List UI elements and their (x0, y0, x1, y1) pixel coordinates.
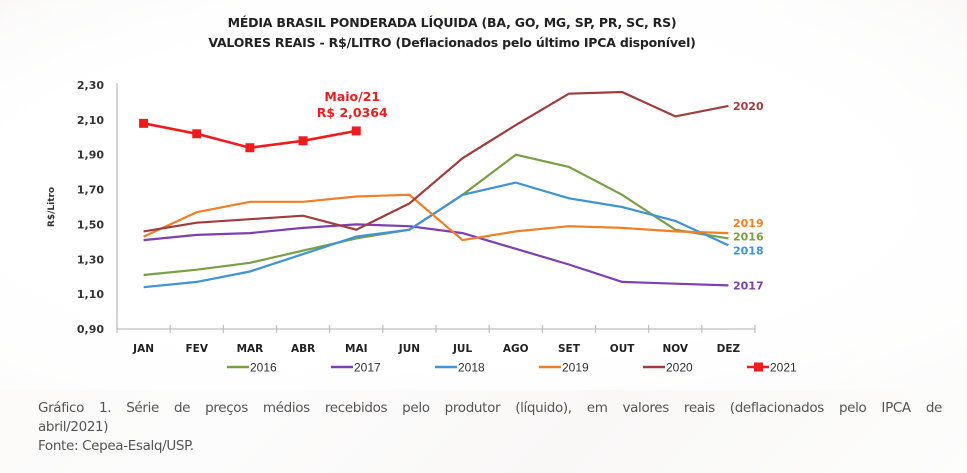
x-tick-label: JUN (398, 343, 420, 355)
legend-item-2021: 2021 (747, 361, 797, 375)
series-2021 (139, 118, 361, 153)
y-tick-label: 1,10 (77, 288, 104, 301)
y-tick-labels: 0,90 1,10 1,30 1,50 1,70 1,90 2,10 2,30 (77, 79, 104, 336)
legend-item-2019: 2019 (539, 361, 589, 375)
legend-item-2020: 2020 (643, 361, 693, 375)
series-line-2020 (143, 90, 729, 233)
axes (116, 83, 756, 333)
y-tick-label: 0,90 (77, 323, 104, 336)
series-2017 (143, 223, 729, 287)
data-point-2021 (351, 126, 361, 136)
x-tick-label: JUL (452, 343, 472, 355)
end-label-2019: 2019 (733, 217, 764, 230)
x-tick-label: NOV (662, 343, 688, 355)
legend-label-2016: 2016 (250, 361, 277, 375)
annotation-label-line1: Maio/21 (324, 89, 380, 104)
data-point-2021 (245, 143, 255, 153)
caption-source: Fonte: Cepea-Esalq/USP. (38, 438, 194, 454)
legend: 2016 2017 2018 2019 2020 2021 (227, 361, 797, 375)
legend-item-2018: 2018 (435, 361, 485, 375)
x-tick-label: ABR (291, 343, 315, 355)
x-tick-label: FEV (186, 343, 209, 355)
y-tick-label: 1,70 (77, 184, 104, 197)
chart-subtitle: VALORES REAIS - R$/LITRO (Deflacionados … (208, 35, 696, 50)
data-point-2021 (298, 136, 308, 146)
end-label-2017: 2017 (733, 279, 764, 292)
legend-marker-2021 (754, 362, 763, 372)
series-2018 (143, 181, 729, 289)
line-chart: 0,90 1,10 1,30 1,50 1,70 1,90 2,10 2,30 JAN FEV M… (47, 79, 797, 375)
y-axis-label: R$/Litro (47, 187, 57, 227)
legend-item-2017: 2017 (331, 361, 381, 375)
series-line-2018 (143, 181, 729, 289)
legend-label-2019: 2019 (562, 361, 589, 375)
x-tick-label: SET (558, 343, 581, 355)
figure-caption: Gráfico 1. Série de preços médios recebi… (38, 399, 942, 456)
series-lines (139, 90, 729, 289)
series-2016 (143, 153, 729, 277)
caption-line-2: abril/2021) (38, 419, 109, 435)
legend-label-2021: 2021 (770, 361, 797, 375)
end-label-2020: 2020 (733, 100, 764, 113)
y-tick-label: 1,50 (77, 218, 104, 231)
x-tick-label: OUT (610, 343, 635, 355)
y-tick-label: 1,90 (77, 149, 104, 162)
x-tick-label: JAN (132, 343, 154, 355)
chart-panel (0, 0, 967, 390)
series-line-2016 (143, 153, 729, 277)
data-point-2021 (192, 129, 202, 139)
series-line-2017 (143, 223, 729, 287)
legend-label-2017: 2017 (354, 361, 381, 375)
end-label-2016: 2016 (733, 230, 764, 243)
x-tick-label: MAR (237, 343, 264, 355)
x-tick-labels: JAN FEV MAR ABR MAI JUN JUL AGO SET OUT NOV DEZ (132, 343, 740, 355)
y-tick-label: 2,10 (77, 114, 104, 127)
legend-label-2018: 2018 (458, 361, 485, 375)
data-point-2021 (139, 118, 149, 128)
series-2019 (143, 193, 729, 242)
chart-title: MÉDIA BRASIL PONDERADA LÍQUIDA (BA, GO, … (227, 15, 677, 30)
annotation: Maio/21 R$ 2,0364 (317, 89, 388, 120)
x-tick-label: MAI (345, 343, 367, 355)
end-label-2018: 2018 (733, 244, 764, 257)
series-line-2019 (143, 193, 729, 242)
x-tick-label: AGO (503, 343, 529, 355)
annotation-label-line2: R$ 2,0364 (317, 105, 388, 120)
caption-line-1: Gráfico 1. Série de preços médios recebi… (38, 400, 942, 416)
x-tick-label: DEZ (717, 343, 741, 355)
y-tick-label: 1,30 (77, 253, 104, 266)
legend-item-2016: 2016 (227, 361, 277, 375)
series-2020 (143, 90, 729, 233)
series-end-labels: 2016 2017 2018 2019 2020 (733, 100, 764, 293)
legend-label-2020: 2020 (666, 361, 693, 375)
y-tick-label: 2,30 (77, 79, 104, 92)
